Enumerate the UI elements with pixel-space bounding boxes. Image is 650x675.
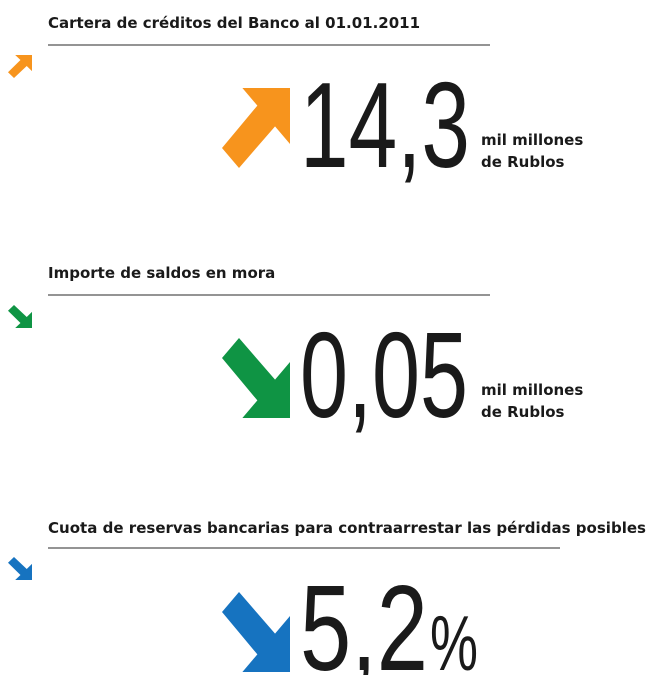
- arrow: [222, 338, 290, 418]
- arrow: [8, 305, 32, 328]
- arrow-icon: [222, 88, 290, 168]
- section: Importe de saldos en mora 0,05 mil millo…: [8, 264, 583, 443]
- section-title: Importe de saldos en mora: [48, 264, 275, 282]
- section-title: Cuota de reservas bancarias para contraa…: [48, 519, 646, 537]
- value: 14,3: [300, 57, 470, 193]
- arrow-icon: [8, 557, 32, 580]
- arrow: [8, 55, 32, 78]
- section-title: Cartera de créditos del Banco al 01.01.2…: [48, 14, 420, 32]
- unit: mil millones: [481, 131, 583, 149]
- value: 0,05: [300, 307, 468, 443]
- arrow-icon: [8, 305, 32, 328]
- unit: de Rublos: [481, 403, 565, 421]
- arrow: [222, 88, 290, 168]
- arrow: [222, 592, 290, 672]
- arrow-icon: [222, 338, 290, 418]
- arrow-icon: [222, 592, 290, 672]
- arrow: [8, 557, 32, 580]
- section: Cartera de créditos del Banco al 01.01.2…: [8, 14, 583, 193]
- unit: de Rublos: [481, 153, 565, 171]
- arrow-icon: [8, 55, 32, 78]
- section: Cuota de reservas bancarias para contraa…: [8, 519, 646, 675]
- value: 5,2: [300, 560, 428, 675]
- suffix: %: [430, 599, 478, 675]
- unit: mil millones: [481, 381, 583, 399]
